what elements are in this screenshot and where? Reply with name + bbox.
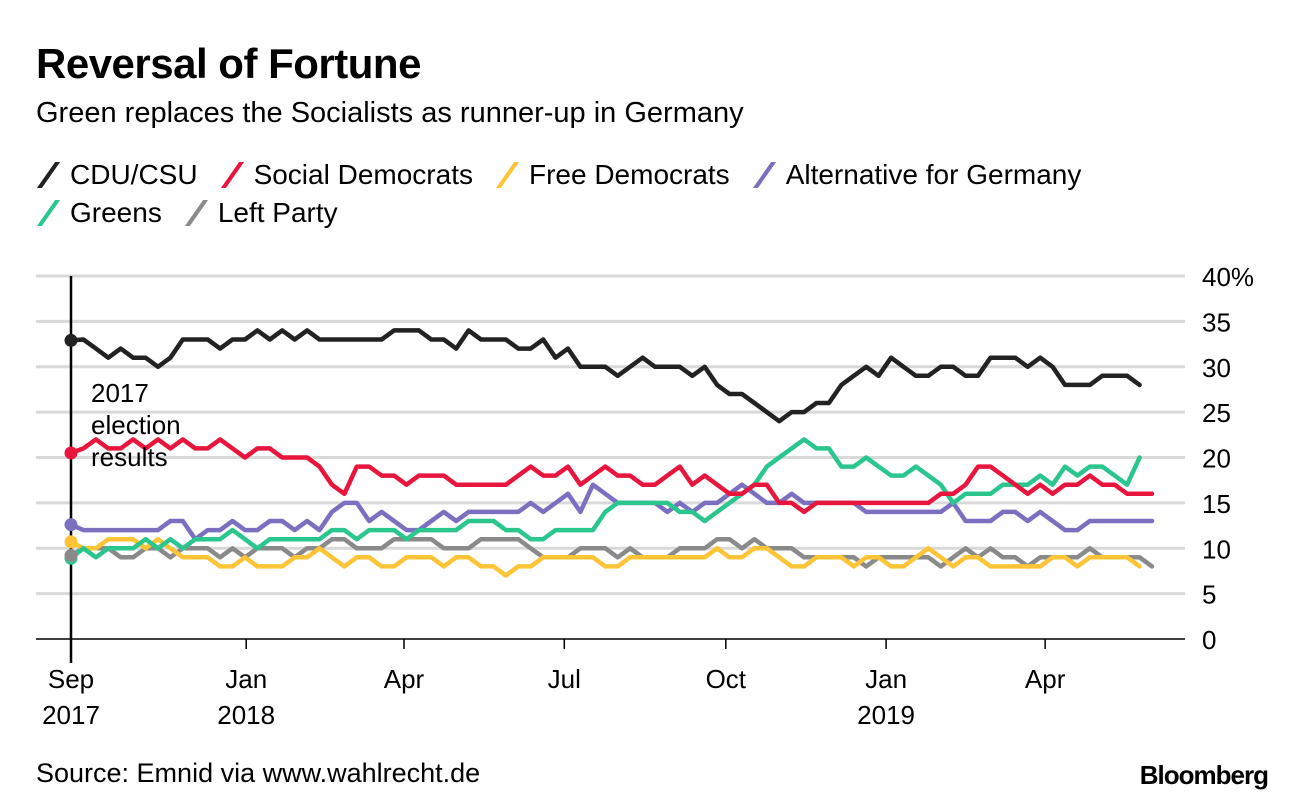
election-result-dot: [64, 518, 78, 532]
x-tick-label: Sep: [48, 664, 94, 694]
legend-label: Alternative for Germany: [785, 159, 1082, 190]
x-tick-label: Oct: [706, 664, 747, 694]
legend-item-spd: Social Democrats: [219, 156, 473, 194]
x-tick-year-label: 2017: [42, 700, 100, 730]
legend-label: Social Democrats: [253, 159, 473, 190]
series-line-left-party: [68, 536, 1155, 569]
y-tick-label: 5: [1202, 580, 1216, 610]
x-tick-year-label: 2019: [857, 700, 915, 730]
election-result-dot: [64, 535, 78, 549]
annotation-text: 2017: [91, 378, 149, 408]
legend-item-greens: Greens: [36, 194, 162, 232]
legend-item-left: Left Party: [184, 194, 338, 232]
x-tick-label: Jan: [865, 664, 907, 694]
series-line-cdu-csu: [68, 328, 1142, 424]
brand-logo: Bloomberg: [1139, 760, 1269, 790]
legend-row-1: CDU/CSU Social Democrats Free Democrats …: [36, 156, 1236, 194]
series-line-free-democrats: [68, 536, 1142, 578]
legend-label: Left Party: [217, 197, 338, 228]
chart-subtitle: Green replaces the Socialists as runner-…: [36, 97, 744, 129]
x-tick-label: Jan: [225, 664, 267, 694]
x-tick-year-label: 2018: [217, 700, 275, 730]
election-result-dot: [64, 549, 78, 563]
annotation-text: election: [91, 410, 181, 440]
y-tick-label: 25: [1202, 398, 1231, 428]
source-note: Source: Emnid via www.wahlrecht.de: [36, 758, 481, 788]
chart-title: Reversal of Fortune: [36, 40, 421, 87]
y-tick-label: 30: [1202, 353, 1231, 383]
x-tick-label: Apr: [384, 664, 425, 694]
y-tick-label: 0: [1202, 625, 1216, 655]
legend-label: Greens: [70, 197, 162, 228]
legend-label: Free Democrats: [528, 159, 730, 190]
series-line-alternative-for-germany: [68, 482, 1155, 542]
y-tick-label: 40%: [1202, 262, 1254, 292]
y-tick-label: 35: [1202, 307, 1231, 337]
election-result-dot: [64, 446, 78, 460]
x-tick-label: Jul: [548, 664, 581, 694]
annotation-text: results: [91, 442, 168, 472]
legend-item-cdu: CDU/CSU: [36, 156, 198, 194]
legend-item-fdp: Free Democrats: [495, 156, 730, 194]
series-line-social-democrats: [68, 437, 1155, 515]
series-line-greens: [68, 437, 1142, 561]
legend-label: CDU/CSU: [70, 159, 198, 190]
y-tick-label: 15: [1202, 489, 1231, 519]
y-tick-label: 20: [1202, 444, 1231, 474]
x-tick-label: Apr: [1025, 664, 1066, 694]
y-tick-label: 10: [1202, 534, 1231, 564]
legend: CDU/CSU Social Democrats Free Democrats …: [36, 156, 1236, 232]
legend-item-afd: Alternative for Germany: [752, 156, 1082, 194]
election-result-dot: [64, 333, 78, 347]
legend-row-2: Greens Left Party: [36, 194, 1236, 232]
